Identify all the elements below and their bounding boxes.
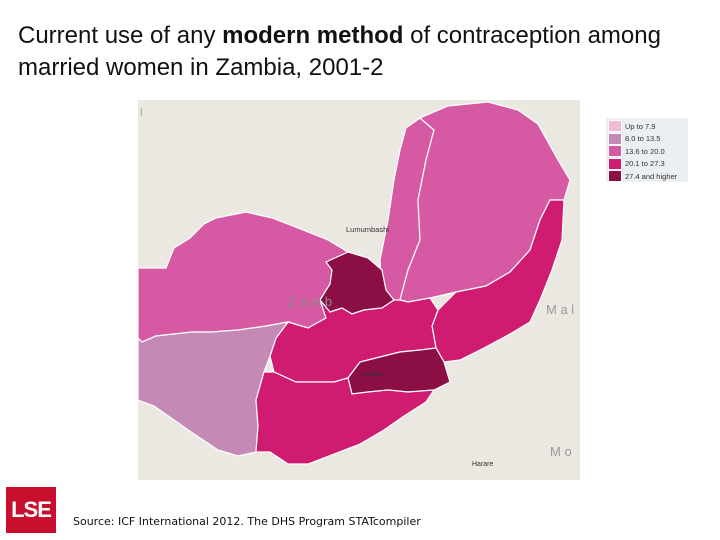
title-suffix: of contraception among married women in …	[18, 22, 661, 81]
city-label-center: Lusaka	[360, 371, 383, 378]
legend-swatch	[608, 132, 622, 145]
legend-swatch	[608, 157, 622, 170]
country-label-southeast: M o	[550, 444, 572, 459]
legend-label: 13.6 to 20.0	[625, 146, 665, 156]
legend-label: Up to 7.9	[625, 121, 656, 131]
legend-swatch	[608, 145, 622, 158]
legend-swatch	[608, 120, 622, 133]
country-label-east: M a l	[546, 302, 574, 317]
slide-title: Current use of any modern method of cont…	[18, 20, 708, 84]
city-label-north: Lumumbashi	[346, 225, 389, 234]
logo-text: LSE	[11, 497, 52, 522]
legend-item: 8.0 to 13.5	[608, 132, 677, 146]
legend-label: 27.4 and higher	[625, 171, 678, 181]
title-bold: modern method	[222, 22, 404, 49]
legend-items: Up to 7.9 8.0 to 13.5 13.6 to 20.0 20.1 …	[608, 120, 677, 183]
legend-label: 20.1 to 27.3	[625, 159, 665, 169]
province-southern	[255, 371, 436, 465]
title-prefix: Current use of any	[18, 22, 223, 49]
legend-item: 20.1 to 27.3	[608, 157, 677, 171]
city-label-south: Harare	[472, 461, 494, 468]
legend-label: 8.0 to 13.5	[625, 134, 661, 144]
source-note: Source: ICF International 2012. The DHS …	[73, 515, 421, 528]
province-eastern	[431, 199, 565, 363]
legend-item: 27.4 and higher	[608, 170, 677, 183]
corner-label: l	[140, 107, 142, 119]
zambia-choropleth-map: Lumumbashi Lusaka Harare Z a m b M a l M…	[138, 100, 580, 480]
legend-item: Up to 7.9	[608, 120, 677, 133]
legend-swatch	[608, 170, 622, 183]
lse-logo: LSE	[6, 487, 56, 533]
legend-item: 13.6 to 20.0	[608, 145, 677, 158]
country-label-main: Z a m b	[288, 294, 332, 309]
